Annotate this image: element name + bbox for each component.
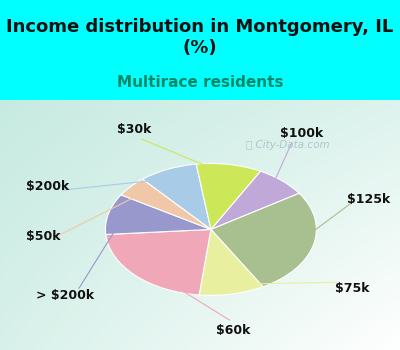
Text: Multirace residents: Multirace residents [117, 75, 283, 90]
Text: $50k: $50k [26, 230, 61, 243]
Text: $125k: $125k [348, 193, 391, 206]
Wedge shape [106, 230, 211, 295]
Text: Income distribution in Montgomery, IL
(%): Income distribution in Montgomery, IL (%… [6, 18, 394, 57]
Text: $200k: $200k [26, 180, 69, 193]
Text: ⓘ City-Data.com: ⓘ City-Data.com [246, 140, 330, 150]
Text: $30k: $30k [117, 123, 152, 136]
Wedge shape [211, 171, 299, 230]
Wedge shape [211, 193, 316, 287]
Wedge shape [121, 179, 211, 230]
Text: $60k: $60k [216, 324, 250, 337]
Text: $75k: $75k [336, 282, 370, 295]
Text: $100k: $100k [280, 127, 324, 140]
Wedge shape [196, 163, 260, 230]
Text: > $200k: > $200k [36, 289, 94, 302]
Wedge shape [142, 164, 211, 230]
Wedge shape [199, 230, 263, 295]
Wedge shape [106, 195, 211, 234]
